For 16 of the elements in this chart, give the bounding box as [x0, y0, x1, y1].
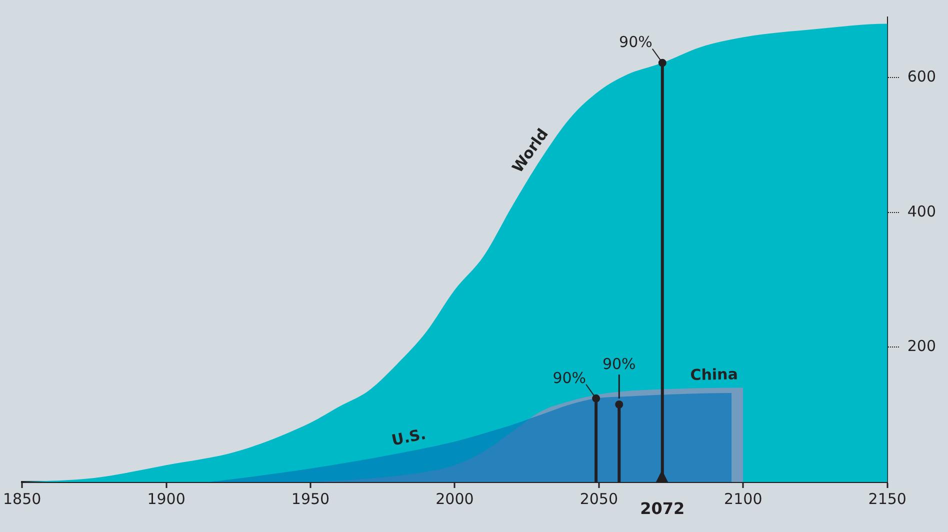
annotation: 90%	[552, 368, 586, 387]
x-tick-label: 2050	[580, 490, 618, 508]
annotation: 90%	[619, 33, 652, 52]
ref-line-label: 2072	[640, 499, 685, 518]
x-tick-label: 2100	[724, 490, 762, 508]
x-tick-label: 1950	[291, 490, 330, 508]
y-tick-label: 400	[907, 202, 936, 220]
series-label: China	[690, 365, 738, 384]
x-tick-label: 2150	[868, 490, 906, 508]
y-tick-label: 600	[907, 68, 936, 86]
x-tick-label: 1850	[2, 490, 42, 508]
annotation: 90%	[602, 354, 636, 373]
text: U.S.	[390, 424, 428, 450]
x-tick-label: 2000	[436, 490, 474, 508]
y-tick-label: 200	[907, 337, 936, 356]
x-tick-label: 1900	[147, 490, 186, 508]
